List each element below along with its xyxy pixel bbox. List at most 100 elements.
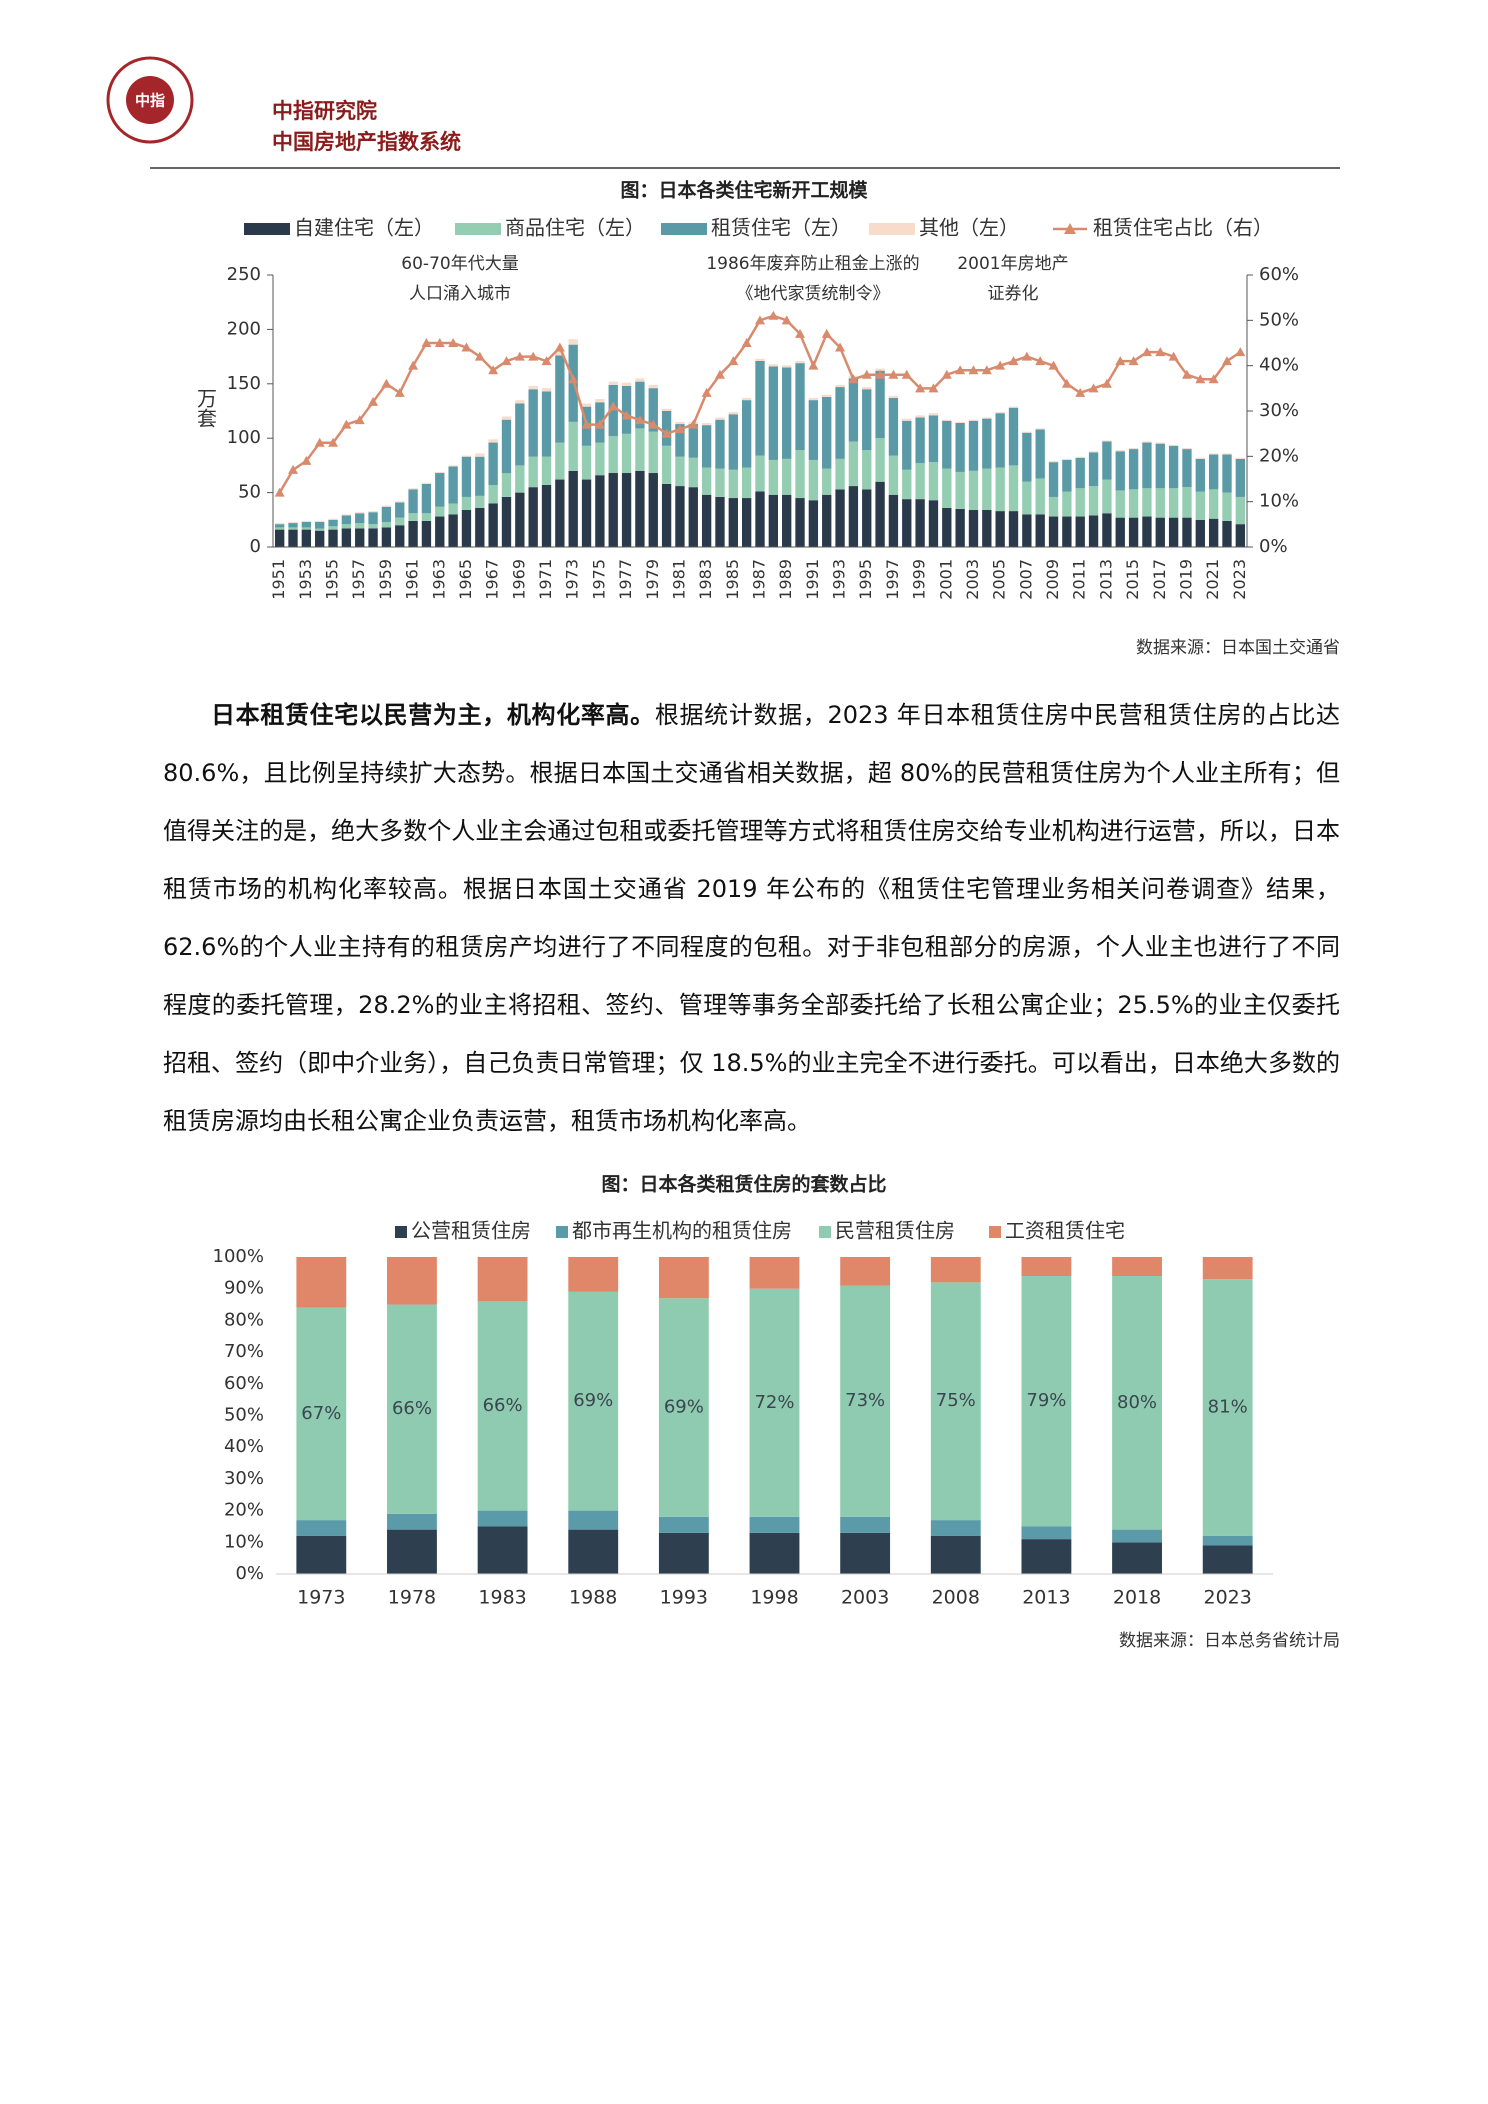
bar-segment [749, 1257, 800, 1289]
x-tick-label: 1971 [536, 559, 555, 600]
bar-segment [621, 385, 632, 434]
line-marker [968, 365, 979, 375]
y-tick-label: 20% [224, 1500, 264, 1521]
line-marker [381, 378, 392, 388]
bar-segment [381, 506, 392, 522]
bar-segment [701, 422, 712, 426]
value-label: 66% [392, 1398, 432, 1419]
bar-segment [301, 527, 312, 530]
bar-segment [621, 433, 632, 474]
bar-segment [1075, 457, 1085, 489]
bar-segment [968, 470, 979, 511]
bar-segment [1021, 1526, 1072, 1540]
bar-segment [782, 367, 792, 459]
legend-label: 工资租赁住宅 [1005, 1219, 1125, 1243]
line-marker [514, 351, 525, 361]
value-label: 81% [1208, 1397, 1248, 1418]
paragraph-lead: 日本租赁住宅以民营为主，机构化率高。 [211, 701, 655, 729]
bar-segment [768, 459, 779, 495]
bar-segment [862, 489, 872, 547]
bar-segment [595, 475, 605, 547]
y-tick-label: 100 [227, 427, 261, 448]
bar-segment [1222, 454, 1232, 493]
bar-segment [1235, 457, 1245, 459]
bar-segment [555, 442, 565, 480]
bar-segment [621, 382, 632, 386]
bar-segment [635, 381, 645, 429]
bar-segment [1022, 481, 1032, 515]
bar-segment [381, 521, 392, 528]
line-marker [1061, 378, 1072, 388]
line-marker [274, 487, 285, 497]
bar-segment [477, 1526, 528, 1574]
legend-marker [1064, 223, 1076, 234]
line-marker [1181, 369, 1192, 379]
bar-segment [1182, 449, 1192, 488]
bar-segment [568, 1529, 619, 1574]
x-tick-label: 2005 [990, 559, 1009, 600]
bar-segment [568, 470, 578, 547]
bar-segment [275, 523, 285, 525]
bar-segment [1008, 465, 1019, 512]
bar-segment [648, 431, 658, 474]
bar-segment [648, 384, 658, 389]
bar-segment [421, 482, 432, 484]
bar-segment [1035, 429, 1045, 479]
x-tick-label: 1973 [297, 1587, 345, 1609]
bar-segment [661, 411, 672, 446]
legend-swatch [556, 1226, 568, 1238]
x-tick-label: 1978 [388, 1587, 436, 1609]
x-tick-label: 2021 [1203, 559, 1222, 600]
legend-label: 民营租赁住房 [835, 1219, 955, 1243]
bar-segment [755, 491, 765, 547]
bar-segment [435, 473, 445, 507]
bar-segment [1155, 517, 1165, 547]
y-tick-label: 50 [238, 482, 261, 503]
legend-swatch [819, 1226, 831, 1238]
x-tick-label: 2023 [1204, 1587, 1252, 1609]
bar-segment [840, 1532, 891, 1574]
bar-segment [581, 445, 592, 480]
bar-segment [501, 473, 512, 497]
bar-segment [862, 389, 872, 451]
bar-segment [942, 419, 952, 421]
bar-segment [477, 1301, 528, 1511]
y-axis-label: 万套 [194, 388, 218, 428]
bar-segment [1115, 517, 1125, 547]
bar-segment [635, 378, 645, 382]
bar-segment [288, 527, 298, 530]
line-marker [328, 437, 339, 447]
bar-segment [715, 496, 725, 547]
bar-segment [658, 1257, 709, 1299]
y2-tick-label: 50% [1259, 309, 1299, 330]
bar-segment [782, 458, 792, 495]
bar-segment [1102, 513, 1112, 547]
bar-segment [749, 1532, 800, 1574]
bar-segment [930, 1257, 981, 1283]
bar-segment [840, 1257, 891, 1286]
bar-segment [795, 360, 805, 364]
x-tick-label: 1973 [563, 559, 582, 600]
bar-segment [1062, 491, 1072, 517]
x-tick-label: 1959 [376, 559, 395, 600]
bar-segment [968, 510, 979, 547]
bar-segment [1112, 1529, 1162, 1543]
bar-segment [381, 505, 392, 507]
bar-segment [301, 520, 312, 522]
bar-segment [435, 516, 445, 547]
line-marker [728, 356, 739, 366]
value-label: 69% [573, 1390, 613, 1411]
x-tick-label: 2017 [1150, 559, 1169, 600]
line-marker [1128, 356, 1139, 366]
bar-segment [1222, 492, 1232, 521]
annotation: 证券化 [988, 284, 1039, 304]
bar-segment [862, 450, 872, 490]
bar-segment [528, 456, 538, 488]
logo-ring [106, 56, 194, 144]
bar-segment [315, 528, 325, 531]
bar-segment [355, 523, 365, 529]
line-marker [1021, 351, 1032, 361]
bar-segment [1128, 489, 1139, 518]
y2-tick-label: 20% [1259, 445, 1299, 466]
y-tick-label: 90% [224, 1278, 264, 1299]
